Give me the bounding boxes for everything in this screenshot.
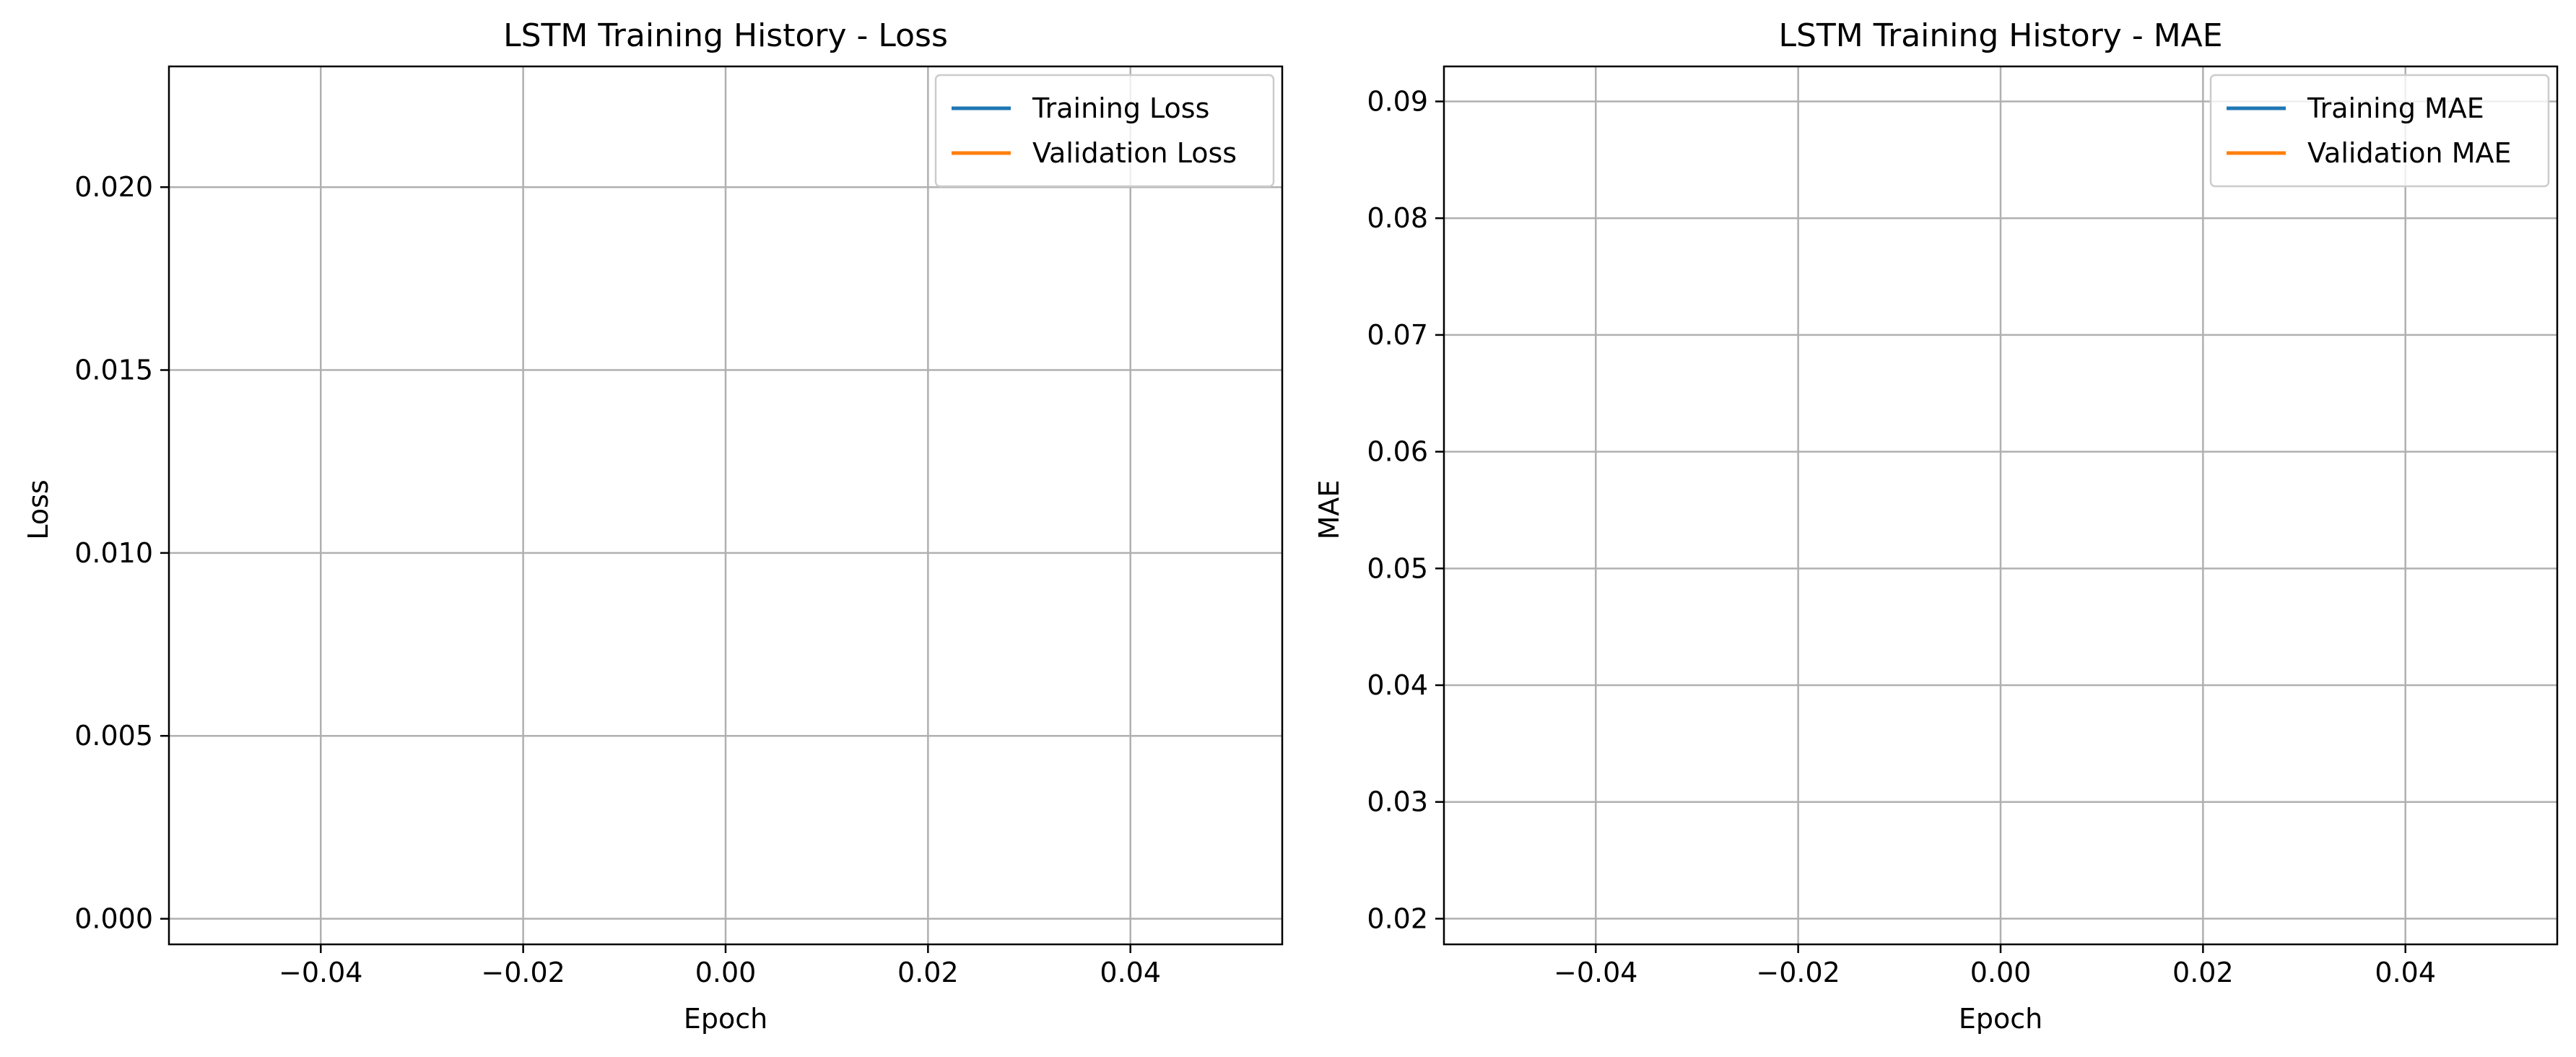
loss-plot-area: −0.04 −0.02 0.00 0.02 0.04 0.000 0.005 0.010 0.0… (74, 65, 1284, 988)
loss-y-tick-label: 0.015 (74, 354, 153, 386)
mae-y-tick-label: 0.02 (1367, 902, 1428, 934)
mae-legend-label: Validation MAE (2307, 137, 2512, 169)
mae-y-tick-label: 0.03 (1367, 786, 1428, 818)
mae-x-tick-label: 0.02 (2172, 957, 2234, 988)
mae-x-tick-label: 0.00 (1970, 957, 2032, 988)
mae-y-tick-label: 0.05 (1367, 552, 1428, 584)
mae-x-tick-label: −0.02 (1756, 957, 1840, 988)
mae-x-tick-label: 0.04 (2375, 957, 2436, 988)
mae-legend: Training MAE Validation MAE (2209, 74, 2550, 188)
loss-x-tick-label: 0.02 (897, 957, 959, 988)
loss-y-tick-label: 0.005 (74, 720, 153, 752)
loss-y-tick-label: 0.010 (74, 537, 153, 569)
mae-x-tick-label: −0.04 (1554, 957, 1637, 988)
loss-x-tick-label: −0.02 (481, 957, 565, 988)
mae-y-tick-label: 0.06 (1367, 436, 1428, 468)
loss-x-tick-label: 0.00 (695, 957, 757, 988)
mae-legend-label: Training MAE (2307, 92, 2484, 124)
loss-y-axis-label: Loss (22, 479, 54, 539)
loss-y-tick-label: 0.020 (74, 171, 153, 203)
loss-legend-label: Training Loss (1032, 92, 1209, 124)
loss-chart-title: LSTM Training History - Loss (503, 17, 948, 54)
mae-y-tick-label: 0.07 (1367, 319, 1428, 351)
loss-legend: Training Loss Validation Loss (934, 74, 1275, 188)
loss-x-tick-label: −0.04 (279, 957, 362, 988)
mae-y-axis-label: MAE (1313, 480, 1345, 540)
mae-y-tick-label: 0.04 (1367, 669, 1428, 701)
mae-subplot: −0.04 −0.02 0.00 0.02 0.04 0.02 0.03 0.04 0.05 0.… (1313, 17, 2559, 1035)
loss-subplot: −0.04 −0.02 0.00 0.02 0.04 0.000 0.005 0.010 0.0… (22, 17, 1284, 1035)
mae-legend-box (2209, 74, 2550, 188)
loss-x-axis-label: Epoch (684, 1003, 767, 1035)
loss-y-tick-label: 0.000 (74, 903, 153, 935)
loss-legend-label: Validation Loss (1032, 137, 1237, 169)
loss-legend-box (934, 74, 1275, 188)
loss-x-tick-label: 0.04 (1100, 957, 1161, 988)
mae-chart-title: LSTM Training History - MAE (1778, 17, 2222, 54)
mae-y-tick-label: 0.09 (1367, 86, 1428, 118)
mae-x-axis-label: Epoch (1959, 1003, 2042, 1035)
mae-y-tick-label: 0.08 (1367, 202, 1428, 234)
